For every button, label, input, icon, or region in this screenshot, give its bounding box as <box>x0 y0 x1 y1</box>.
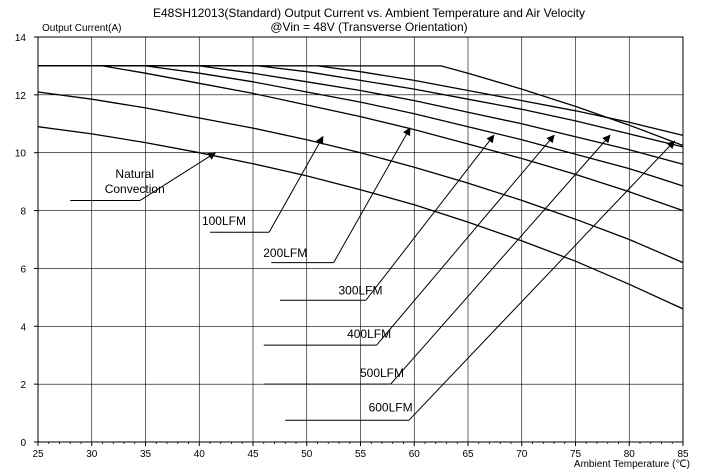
series-lines <box>37 65 684 310</box>
x-axis-title: Ambient Temperature (℃) <box>574 459 690 470</box>
x-tick-label: 75 <box>570 449 582 460</box>
series-line-500lfm <box>38 65 684 148</box>
x-tick-label: 45 <box>247 449 259 460</box>
y-tick-label: 12 <box>15 91 27 102</box>
y-tick-label: 14 <box>15 33 27 44</box>
x-tick-label: 80 <box>624 449 636 460</box>
series-line-100lfm <box>37 91 684 264</box>
annotation-arrow-400lfm <box>376 134 555 346</box>
y-tick-label: 4 <box>20 322 26 333</box>
annotation-label-200lfm: 200LFM <box>263 246 307 260</box>
y-tick-label: 6 <box>20 264 26 275</box>
chart-title: E48SH12013(Standard) Output Current vs. … <box>153 6 585 20</box>
series-line-400lfm <box>38 65 684 165</box>
x-tick-label: 40 <box>194 449 206 460</box>
plot-frame <box>37 36 684 443</box>
annotation-arrow-100lfm <box>268 135 324 233</box>
x-tick-label: 25 <box>32 449 44 460</box>
grid <box>38 37 683 442</box>
annotation-arrow-500lfm <box>390 134 611 385</box>
annotation-label-400lfm: 400LFM <box>347 327 391 341</box>
series-line-300lfm <box>38 65 684 187</box>
annotation-label-natural-convection: Natural <box>115 167 154 181</box>
y-tick-label: 10 <box>15 149 27 160</box>
annotation-label-natural-convection: Convection <box>105 182 165 196</box>
annotation-label-500lfm: 500LFM <box>360 366 404 380</box>
x-tick-label: 85 <box>677 449 689 460</box>
annotation-arrow-600lfm <box>408 140 676 421</box>
x-tick-label: 65 <box>462 449 474 460</box>
x-tick-label: 50 <box>301 449 313 460</box>
series-line-natural-convection <box>37 126 684 310</box>
annotation-label-600lfm: 600LFM <box>369 401 413 415</box>
x-tick-label: 35 <box>140 449 152 460</box>
annotation-label-100lfm: 100LFM <box>202 214 246 228</box>
annotation-label-300lfm: 300LFM <box>338 283 382 297</box>
annotation-arrow-natural-convection <box>139 152 217 201</box>
axes <box>34 36 684 446</box>
y-axis-title: Output Current(A) <box>42 23 121 34</box>
annotation-arrow-200lfm <box>333 127 411 263</box>
chart-subtitle: @Vin = 48V (Transverse Orientation) <box>270 20 467 34</box>
annotation-arrow-300lfm <box>365 134 495 301</box>
x-tick-label: 55 <box>355 449 367 460</box>
y-tick-label: 0 <box>20 438 26 449</box>
y-tick-label: 2 <box>20 380 26 391</box>
series-line-8 <box>38 65 684 147</box>
tick-labels: 25 30 35 40 45 50 55 60 65 70 75 80 85 0 2 4 6 8 10 12 14 <box>15 33 689 460</box>
x-tick-label: 70 <box>516 449 528 460</box>
x-tick-label: 60 <box>409 449 421 460</box>
x-tick-label: 30 <box>86 449 98 460</box>
y-tick-label: 8 <box>20 207 26 218</box>
